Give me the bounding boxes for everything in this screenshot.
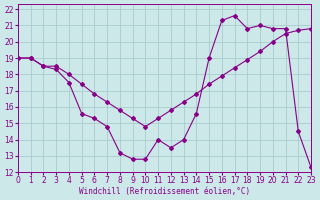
X-axis label: Windchill (Refroidissement éolien,°C): Windchill (Refroidissement éolien,°C) (79, 187, 250, 196)
